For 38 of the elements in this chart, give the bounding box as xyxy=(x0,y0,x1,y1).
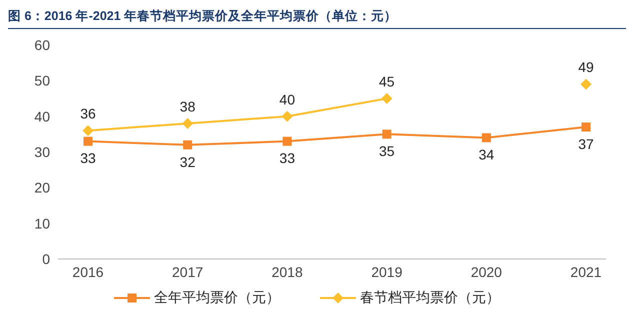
data-label: 33 xyxy=(279,150,296,166)
point xyxy=(84,136,92,146)
point xyxy=(580,78,592,90)
point xyxy=(582,122,590,132)
y-tick-label: 10 xyxy=(34,215,50,232)
point xyxy=(182,118,194,129)
data-label: 45 xyxy=(379,74,395,90)
point xyxy=(82,125,94,136)
x-tick-label: 2018 xyxy=(272,264,303,280)
data-label: 49 xyxy=(578,59,594,76)
x-tick-label: 2017 xyxy=(172,264,204,280)
data-label: 35 xyxy=(379,143,395,160)
data-label: 37 xyxy=(578,136,594,152)
x-tick-label: 2021 xyxy=(570,264,602,280)
legend-label: 春节档平均票价（元） xyxy=(360,289,500,307)
data-label: 36 xyxy=(80,106,96,122)
y-tick-label: 60 xyxy=(34,36,50,53)
legend-label: 全年平均票价（元） xyxy=(154,289,280,307)
point xyxy=(282,136,292,146)
y-tick-label: 0 xyxy=(42,250,50,267)
point xyxy=(282,110,293,122)
point xyxy=(482,133,491,142)
y-tick-label: 30 xyxy=(34,144,50,160)
x-tick-label: 2019 xyxy=(371,264,403,280)
y-tick-label: 40 xyxy=(34,108,50,124)
point xyxy=(382,130,392,139)
chart-title: 图 6：2016 年-2021 年春节档平均票价及全年平均票价（单位：元） xyxy=(8,8,626,29)
point xyxy=(381,93,392,104)
data-label: 33 xyxy=(80,150,96,166)
x-tick-label: 2016 xyxy=(72,264,104,280)
y-tick-label: 20 xyxy=(34,180,50,196)
data-label: 38 xyxy=(180,98,196,114)
x-tick-label: 2020 xyxy=(470,264,502,280)
data-label: 32 xyxy=(180,154,196,170)
data-label: 34 xyxy=(478,146,494,163)
data-label: 40 xyxy=(279,91,296,108)
y-tick-label: 50 xyxy=(34,72,50,89)
point xyxy=(183,140,192,150)
